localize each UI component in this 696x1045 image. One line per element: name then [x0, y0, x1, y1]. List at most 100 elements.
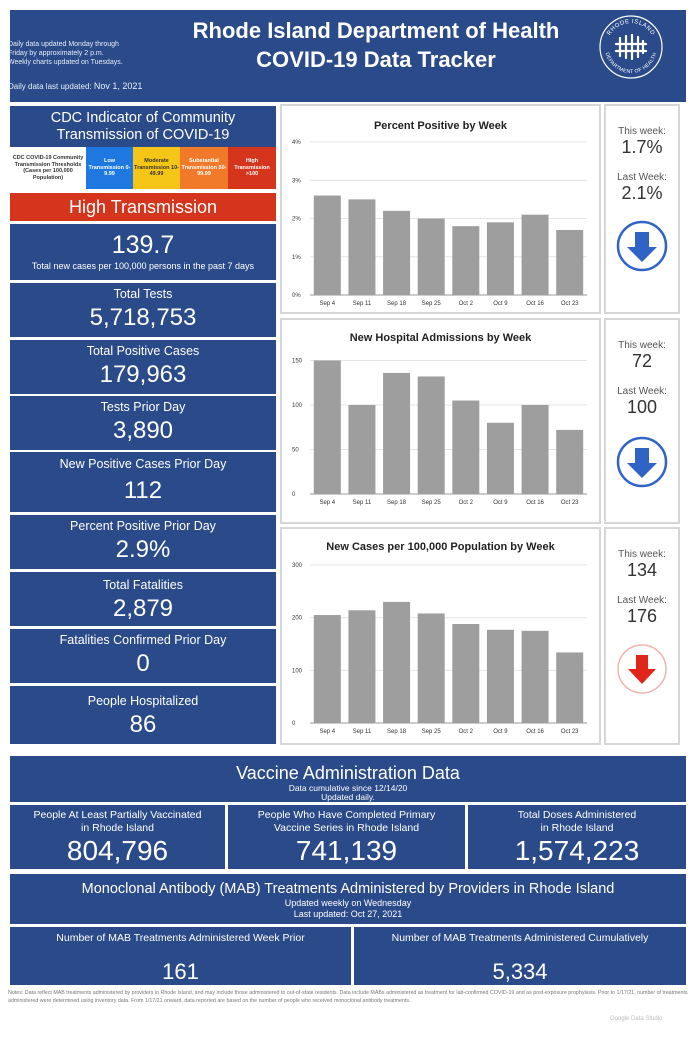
chart-title: Percent Positive by Week: [373, 120, 508, 132]
stat-label: Total Positive Cases: [86, 344, 200, 358]
stat-card-total-tests: Total Tests 5,718,753: [10, 283, 276, 337]
chart-title: New Cases per 100,000 Population by Week: [326, 541, 555, 553]
x-tick-label: Sep 4: [319, 500, 335, 506]
this-week-value: 1.7%: [621, 137, 663, 157]
y-tick-label: 100: [292, 668, 303, 674]
chart-svg-percent-positive: 0% 1% 2% 3% 4% Sep 4 Sep 11 Sep 18 Sep 25 Oct 2 Oc…: [292, 140, 587, 307]
stat-value: 112: [123, 477, 163, 504]
threshold-substantial: Substantial Transmission 50-99.99: [180, 147, 228, 189]
stat-value: 5,718,753: [89, 304, 197, 331]
bar: [348, 610, 376, 723]
last-week-label: Last Week:: [617, 172, 667, 183]
stat-card-percent-positive: Percent Positive Prior Day 2.9%: [10, 515, 276, 569]
x-tick-label: Sep 11: [353, 301, 372, 307]
x-tick-label: Oct 2: [459, 301, 474, 307]
bar: [486, 422, 514, 494]
bar: [313, 615, 341, 723]
vaccine-update-note: Updated daily.: [321, 792, 375, 802]
vaccine-title: Vaccine Administration Data: [236, 763, 460, 783]
last-week-value: 2.1%: [621, 183, 663, 203]
last-updated: Daily data last updated: Nov 1, 2021: [8, 81, 142, 91]
y-tick-label: 3%: [292, 178, 301, 184]
this-week-label: This week:: [618, 549, 666, 560]
cdc-indicator-title: CDC Indicator of Community Transmission …: [10, 106, 276, 147]
x-tick-label: Oct 2: [459, 500, 474, 506]
y-tick-label: 50: [292, 447, 299, 453]
this-week-value: 134: [626, 560, 658, 580]
threshold-low: Low Transmission 0-9.99: [86, 147, 133, 189]
y-tick-label: 1%: [292, 255, 301, 261]
cdc-title-line1: CDC Indicator of Community: [50, 110, 236, 126]
bar: [556, 652, 584, 723]
note-line: Weekly charts updated on Tuesdays.: [8, 59, 123, 66]
x-tick-label: Oct 23: [561, 301, 579, 307]
chart-percent-positive: Percent Positive by Week 0% 1% 2% 3% 4% Sep 4…: [280, 104, 601, 314]
bar: [383, 210, 411, 295]
trend-panel-new-cases: This week: 134 Last Week: 176: [604, 527, 680, 745]
note-line: Daily data updated Monday through: [8, 41, 119, 48]
chart-title: New Hospital Admissions by Week: [349, 332, 532, 344]
stat-value: 2,879: [112, 595, 174, 622]
last-week-label: Last Week:: [617, 386, 667, 397]
stat-value: 86: [129, 711, 157, 738]
stat-label: Tests Prior Day: [100, 400, 186, 414]
vaccine-card-value: 1,574,223: [514, 835, 640, 866]
ri-health-seal-logo: RHODE ISLAND DEPARTMENT OF HEALTH: [598, 14, 664, 80]
bar: [348, 199, 376, 295]
bar: [417, 376, 445, 494]
x-tick-label: Oct 9: [493, 301, 508, 307]
bar: [417, 218, 445, 295]
stat-card-total-fatalities: Total Fatalities 2,879: [10, 572, 276, 626]
chart-new-cases: New Cases per 100,000 Population by Week…: [280, 527, 601, 745]
x-tick-label: Oct 23: [561, 729, 579, 735]
y-tick-label: 200: [292, 616, 303, 622]
vaccine-card-label: Total Doses Administered in Rhode Island: [468, 805, 686, 835]
footnotes: Notes: Data reflect MAB treatments admin…: [8, 990, 688, 1004]
page-title: Rhode Island Department of Health COVID-…: [160, 16, 592, 74]
stat-card-new-positive-prior-day: New Positive Cases Prior Day 112: [10, 452, 276, 512]
bar: [452, 226, 480, 295]
x-tick-label: Sep 25: [422, 500, 442, 506]
last-updated-value: Nov 1, 2021: [93, 81, 143, 91]
stat-value: 2.9%: [115, 536, 171, 563]
y-tick-label: 100: [292, 403, 303, 409]
stat-label: New Positive Cases Prior Day: [59, 457, 227, 471]
stat-label: People Hospitalized: [87, 694, 199, 708]
bar: [417, 613, 445, 723]
stat-label: Fatalities Confirmed Prior Day: [59, 633, 227, 647]
vaccine-card-total-doses: Total Doses Administered in Rhode Island …: [468, 805, 686, 869]
y-tick-label: 4%: [292, 140, 301, 146]
stat-value: 3,890: [112, 417, 174, 444]
last-week-value: 176: [626, 606, 658, 626]
transmission-thresholds-legend: CDC COVID-19 Community Transmission Thre…: [10, 147, 276, 189]
mab-card-value: 5,334: [492, 959, 548, 984]
stat-value: 179,963: [99, 361, 187, 388]
vaccine-card-completed: People Who Have Completed Primary Vaccine…: [228, 805, 465, 869]
stat-card-total-positive: Total Positive Cases 179,963: [10, 340, 276, 394]
mab-card-label: Number of MAB Treatments Administered Cu…: [391, 932, 649, 944]
bar: [486, 222, 514, 295]
note-line: Friday by approximately 2 p.m.: [8, 50, 104, 57]
x-tick-label: Sep 18: [387, 729, 407, 735]
bar: [383, 601, 411, 723]
trend-panel-percent-positive: This week: 1.7% Last Week: 2.1%: [604, 104, 680, 314]
this-week-label: This week:: [618, 340, 666, 351]
x-tick-label: Sep 18: [387, 500, 407, 506]
bar: [348, 404, 376, 494]
vaccine-card-partial: People At Least Partially Vaccinated in R…: [10, 805, 225, 869]
x-tick-label: Oct 23: [561, 500, 579, 506]
threshold-description: CDC COVID-19 Community Transmission Thre…: [10, 147, 86, 189]
stat-card-people-hospitalized: People Hospitalized 86: [10, 686, 276, 744]
x-tick-label: Oct 9: [493, 500, 508, 506]
x-tick-label: Sep 18: [387, 301, 407, 307]
bar: [313, 360, 341, 494]
case-rate-card: 139.7 Total new cases per 100,000 person…: [10, 224, 276, 280]
y-tick-label: 0: [292, 721, 296, 727]
label-line: People At Least Partially Vaccinated: [33, 809, 202, 821]
last-week-label: Last Week:: [617, 595, 667, 606]
mab-card-label: Number of MAB Treatments Administered We…: [56, 932, 305, 944]
x-tick-label: Sep 25: [422, 729, 442, 735]
mab-section-header: Monoclonal Antibody (MAB) Treatments Adm…: [10, 874, 686, 924]
update-schedule-note: Daily data updated Monday through Friday…: [8, 40, 158, 67]
mab-title: Monoclonal Antibody (MAB) Treatments Adm…: [81, 881, 615, 897]
